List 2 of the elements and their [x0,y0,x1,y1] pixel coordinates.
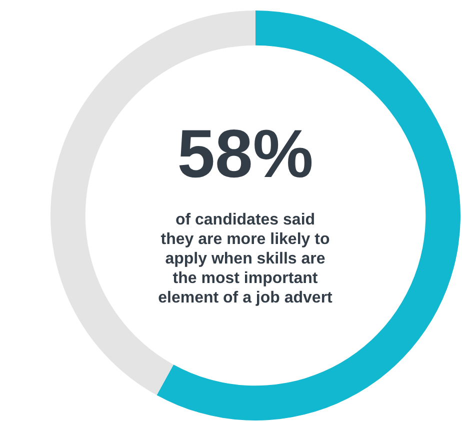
text: 58% [177,116,314,192]
text: of candidates said they are more likely to apply when skills are the most important element of a job advert [158,211,334,307]
